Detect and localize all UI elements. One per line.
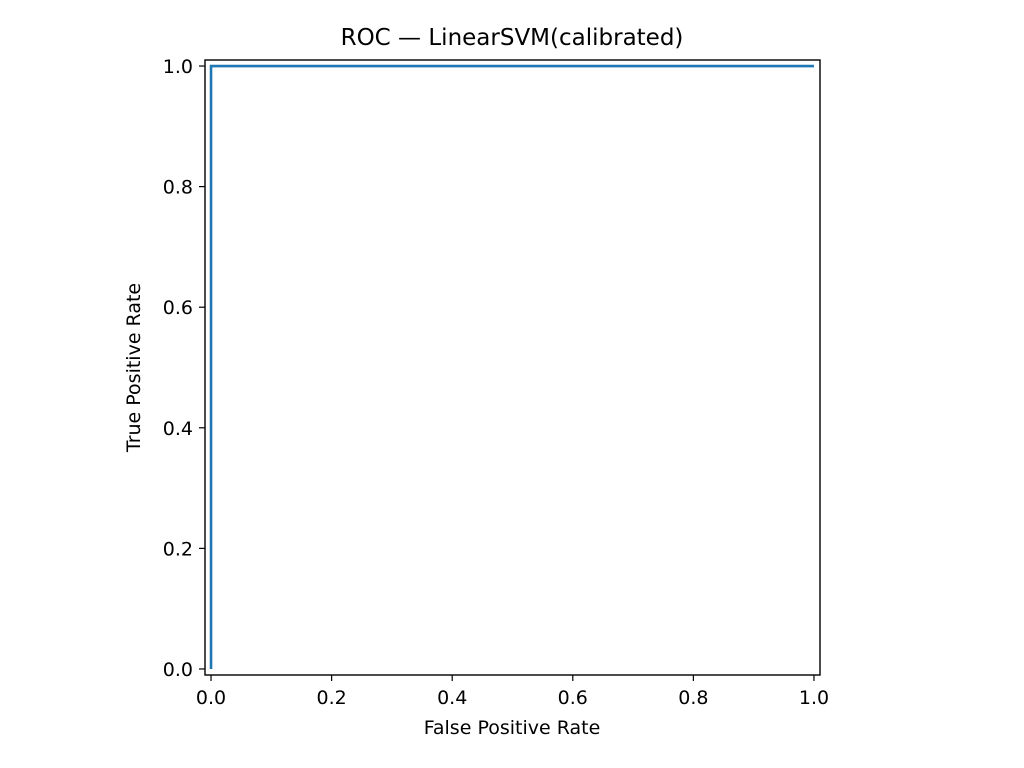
x-tick-label: 0.8 [678,687,708,709]
y-axis-ticks: 0.0 0.2 0.4 0.6 0.8 1.0 [163,56,205,681]
x-tick-label: 0.6 [558,687,588,709]
y-axis-label: True Positive Rate [123,283,145,453]
chart-title: ROC — LinearSVM(calibrated) [341,25,684,51]
x-tick-label: 0.2 [317,687,347,709]
x-tick-label: 0.4 [437,687,467,709]
plot-frame [204,59,821,676]
y-tick-label: 0.4 [163,418,193,440]
plot-area [204,59,821,676]
x-axis-ticks: 0.0 0.2 0.4 0.6 0.8 1.0 [196,675,829,709]
y-tick-label: 0.2 [163,538,193,560]
series-layer [209,64,814,669]
x-tick-label: 0.0 [196,687,226,709]
x-tick-label: 1.0 [799,687,829,709]
y-tick-label: 0.0 [163,659,193,681]
y-tick-label: 0.6 [163,297,193,319]
roc-curve-line [209,64,814,669]
plot-background [205,60,820,675]
y-tick-label: 1.0 [163,56,193,78]
x-axis-label: False Positive Rate [424,717,601,739]
y-tick-label: 0.8 [163,177,193,199]
